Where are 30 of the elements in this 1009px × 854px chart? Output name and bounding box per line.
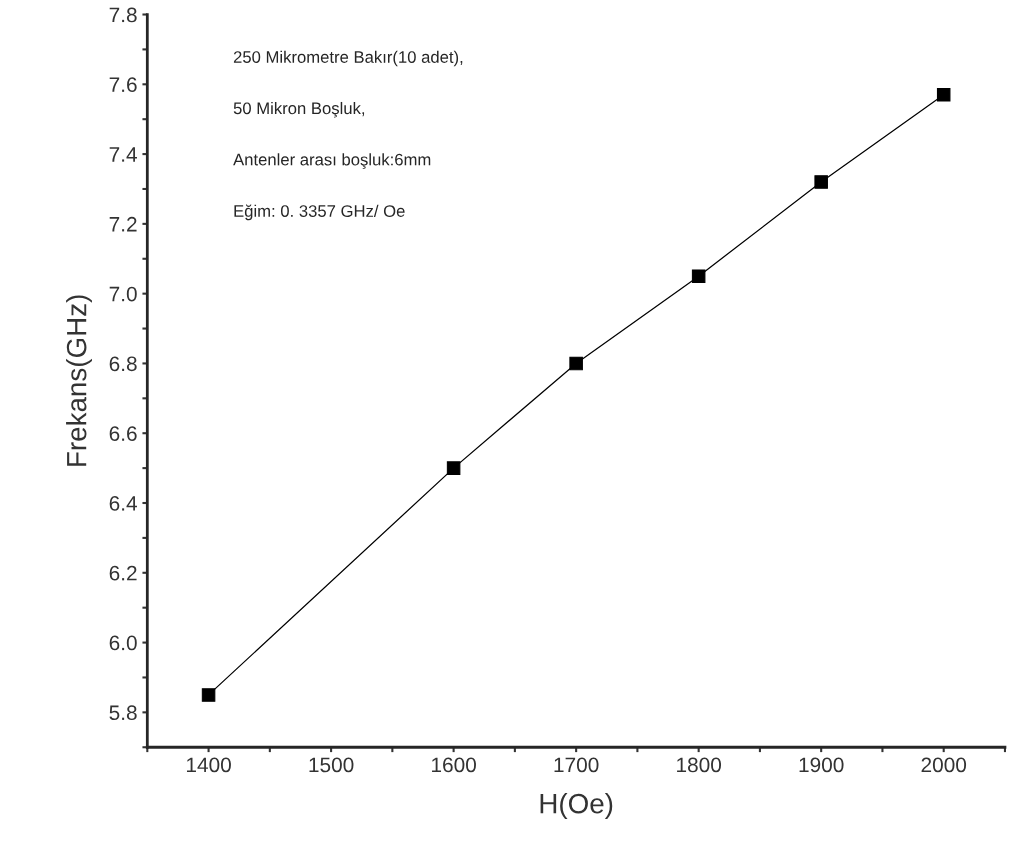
y-tick-label: 6.0 (109, 635, 137, 651)
point (569, 356, 583, 371)
point (446, 461, 461, 475)
y-axis-title: Frekans(GHz) (66, 295, 92, 466)
annotation: 250 Mikrometre Bakır(10 adet), (233, 50, 463, 67)
point (814, 175, 828, 189)
x-tick-label: 1400 (186, 757, 231, 773)
annotation: Eğim: 0. 3357 GHz/ Oe (234, 204, 405, 221)
point (201, 688, 216, 702)
annotation: Antenler arası boşluk:6mm (233, 153, 431, 169)
y-tick-label: 7.8 (109, 7, 137, 23)
x-tick-label: 1500 (309, 757, 354, 773)
y-tick-label: 6.6 (109, 426, 137, 441)
point (691, 269, 706, 283)
x-tick-label: 1900 (799, 757, 844, 773)
y-tick-label: 7.0 (109, 286, 137, 302)
y-tick-label: 6.4 (109, 496, 137, 511)
y-tick-label: 6.8 (109, 356, 137, 372)
x-tick-label: 2000 (921, 757, 967, 773)
x-tick-label: 1600 (432, 757, 476, 773)
annotation: 50 Mikron Boşluk, (233, 101, 365, 118)
x-axis-title: H(Oe) (540, 793, 613, 819)
y-tick-label: 5.8 (109, 705, 137, 721)
y-tick-label: 7.4 (109, 147, 137, 162)
y-tick-label: 6.2 (109, 565, 137, 581)
point (936, 88, 951, 102)
y-tick-label: 7.6 (109, 77, 137, 93)
y-tick-label: 7.2 (109, 216, 137, 232)
x-tick-label: 1800 (677, 757, 722, 773)
x-tick-label: 1700 (554, 757, 599, 773)
